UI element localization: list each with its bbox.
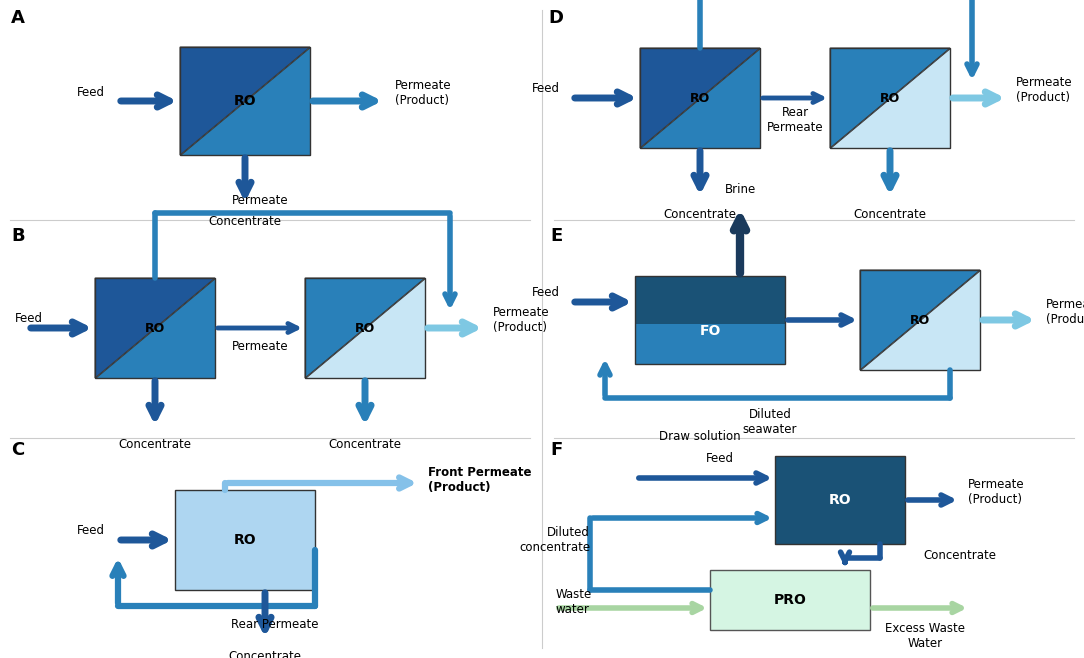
Bar [775,456,905,544]
Text: RO: RO [234,533,256,547]
Text: Permeate
(Product): Permeate (Product) [968,478,1024,506]
Bar [180,47,310,155]
Text: Concentrate: Concentrate [208,215,282,228]
Bar [175,490,315,590]
Text: Concentrate: Concentrate [663,208,736,221]
Text: A: A [11,9,25,27]
Text: RO: RO [234,94,256,108]
Polygon shape [860,270,980,370]
Text: FO: FO [699,324,721,338]
Text: Draw solution: Draw solution [659,430,740,443]
Text: Permeate: Permeate [232,195,288,207]
Polygon shape [640,48,760,148]
Text: RO: RO [909,313,930,326]
Text: RO: RO [689,91,710,105]
Text: RO: RO [828,493,851,507]
Text: E: E [550,227,563,245]
Text: Feed: Feed [706,452,734,465]
Text: Waste
water: Waste water [556,588,592,616]
Text: Permeate
(Product): Permeate (Product) [1016,76,1073,104]
Text: Feed: Feed [15,313,43,326]
Text: Diluted
seawater: Diluted seawater [743,408,797,436]
Text: Brine: Brine [724,183,756,196]
Text: Feed: Feed [532,82,560,95]
Polygon shape [95,278,215,378]
Text: Permeate
(Product): Permeate (Product) [395,79,452,107]
Text: RO: RO [145,322,165,334]
Text: PRO: PRO [774,593,806,607]
Polygon shape [180,47,310,155]
Text: Rear
Permeate: Rear Permeate [766,106,824,134]
Polygon shape [180,47,310,155]
Text: Front Permeate
(Product): Front Permeate (Product) [428,466,531,494]
Bar [860,270,980,370]
Text: Permeate
(Product): Permeate (Product) [493,306,550,334]
Text: RO: RO [880,91,900,105]
Bar [710,570,870,630]
Polygon shape [305,278,425,378]
Text: Concentrate: Concentrate [853,208,927,221]
Polygon shape [830,48,950,148]
Text: RO: RO [354,322,375,334]
Text: Feed: Feed [77,86,105,99]
Polygon shape [305,278,425,378]
Text: B: B [11,227,25,245]
Text: Rear Permeate: Rear Permeate [231,618,319,631]
Text: Feed: Feed [532,286,560,299]
Text: Permeate: Permeate [232,340,288,353]
Text: Excess Waste
Water: Excess Waste Water [885,622,965,650]
Bar [635,277,785,332]
Bar [635,324,785,364]
Bar [635,276,785,364]
Bar [95,278,215,378]
Polygon shape [860,270,980,370]
Text: Concentrate: Concentrate [229,650,301,658]
Text: Diluted
concentrate: Diluted concentrate [519,526,590,554]
Text: Permeate
(Product): Permeate (Product) [1046,298,1084,326]
Text: Feed: Feed [77,524,105,538]
Text: Concentrate: Concentrate [328,438,401,451]
Text: F: F [550,441,563,459]
Text: Concentrate: Concentrate [118,438,192,451]
Bar [640,48,760,148]
Polygon shape [830,48,950,148]
Text: Concentrate: Concentrate [922,549,996,562]
Text: D: D [549,9,564,27]
Bar [305,278,425,378]
Polygon shape [95,278,215,378]
Polygon shape [640,48,760,148]
Bar [830,48,950,148]
Text: C: C [11,441,25,459]
